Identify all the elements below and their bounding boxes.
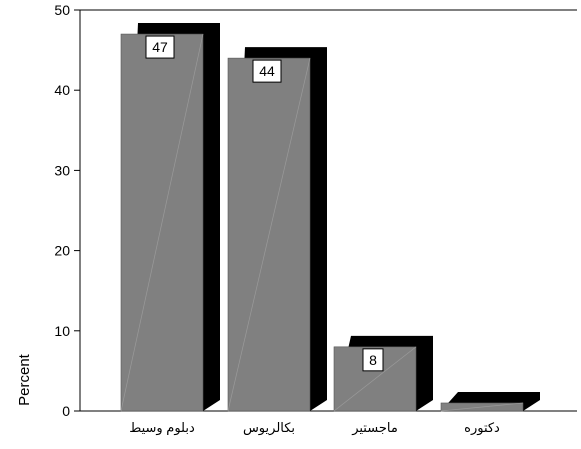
y-tick-label: 40 (54, 82, 70, 98)
data-label: 44 (259, 63, 275, 79)
y-axis-label: Percent (16, 353, 33, 406)
y-tick-label: 30 (54, 162, 70, 178)
category-label: بكالريوس (243, 420, 295, 436)
category-label: ماجستير (351, 420, 398, 436)
category-label: دكتوره (464, 420, 500, 436)
y-tick-label: 10 (54, 323, 70, 339)
y-tick-label: 0 (62, 403, 70, 419)
data-label: 8 (369, 352, 377, 368)
y-tick-label: 50 (54, 2, 70, 18)
y-tick-label: 20 (54, 243, 70, 259)
category-label: دبلوم وسيط (129, 420, 195, 436)
data-label: 47 (152, 39, 168, 55)
